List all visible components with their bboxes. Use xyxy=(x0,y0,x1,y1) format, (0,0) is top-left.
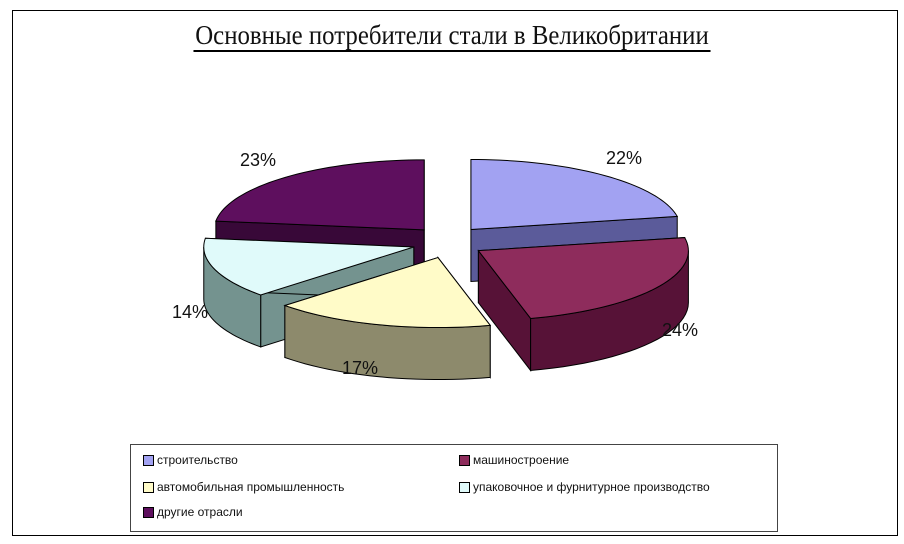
legend-label-automotive: автомобильная промышленность xyxy=(157,480,345,494)
legend: строительство машиностроение автомобильн… xyxy=(130,444,778,532)
data-label-machinery: 24% xyxy=(662,320,698,340)
legend-label-packaging: упаковочное и фурнитурное производство xyxy=(473,480,710,494)
slice-top-packaging xyxy=(203,237,414,296)
slice-top-construction xyxy=(470,159,679,231)
legend-swatch-construction xyxy=(143,454,154,466)
legend-swatch-packaging xyxy=(459,481,470,493)
legend-label-construction: строительство xyxy=(157,453,238,467)
data-label-construction: 22% xyxy=(606,148,642,168)
slice-top-machinery xyxy=(477,237,689,320)
slice-top-automotive xyxy=(283,256,492,329)
pie-slice-automotive xyxy=(283,256,492,381)
legend-label-other: другие отрасли xyxy=(157,505,243,519)
legend-swatch-automotive xyxy=(143,481,154,493)
pie-slice-machinery xyxy=(477,237,689,372)
data-label-automotive: 17% xyxy=(342,358,378,378)
chart-title: Основные потребители стали в Великобрита… xyxy=(36,20,868,52)
legend-label-machinery: машиностроение xyxy=(473,453,570,467)
chart-title-text: Основные потребители стали в Великобрита… xyxy=(193,20,711,52)
legend-item-packaging: упаковочное и фурнитурное производство xyxy=(459,480,710,494)
legend-swatch-machinery xyxy=(459,454,470,466)
data-label-other: 23% xyxy=(240,150,276,170)
legend-swatch-other xyxy=(143,506,154,518)
legend-item-machinery: машиностроение xyxy=(459,453,569,467)
legend-item-construction: строительство xyxy=(143,453,238,467)
slice-top-other xyxy=(215,159,425,231)
data-label-packaging: 14% xyxy=(172,302,208,322)
legend-item-automotive: автомобильная промышленность xyxy=(143,480,344,494)
legend-item-other: другие отрасли xyxy=(143,505,243,519)
